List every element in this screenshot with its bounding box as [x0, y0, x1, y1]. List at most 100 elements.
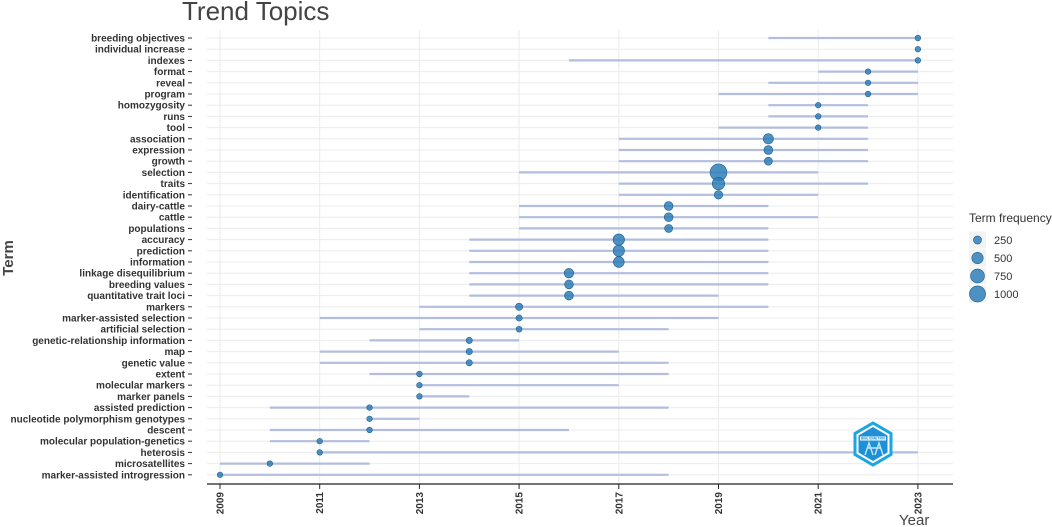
term-point-21 [563, 268, 575, 279]
term-label-37: heterosis [141, 448, 186, 459]
term-label-10: expression [132, 146, 185, 157]
term-point-26 [515, 325, 523, 333]
term-label-29: genetic value [122, 358, 186, 369]
x-tick-label-2: 2013 [415, 492, 426, 515]
term-point-2 [914, 57, 922, 64]
term-label-28: map [164, 347, 185, 358]
term-point-6 [815, 102, 822, 109]
term-point-36 [316, 438, 323, 445]
term-label-27: genetic-relationship information [32, 336, 185, 347]
term-label-31: molecular markers [96, 381, 185, 392]
term-label-9: association [130, 134, 185, 145]
term-point-38 [266, 460, 273, 467]
term-point-11 [764, 156, 773, 166]
term-label-2: indexes [148, 56, 186, 67]
term-label-33: assisted prediction [94, 403, 185, 414]
term-point-33 [366, 404, 373, 411]
legend-label-0: 250 [994, 235, 1012, 247]
term-label-6: homozygosity [118, 101, 186, 112]
legend-title: Term frequency [969, 211, 1052, 225]
term-label-24: markers [146, 302, 185, 313]
term-label-20: information [130, 258, 185, 269]
term-label-12: selection [142, 168, 185, 179]
term-point-5 [864, 90, 872, 98]
term-label-34: nucleotide polymorphism genotypes [11, 414, 186, 425]
term-label-22: breeding values [109, 280, 186, 291]
term-label-21: linkage disequilibrium [79, 269, 185, 280]
legend-label-2: 750 [994, 271, 1012, 283]
term-label-0: breeding objectives [91, 34, 185, 45]
term-point-35 [366, 426, 373, 434]
bibliometrix-logo-icon: BIBLIOMETRIX [853, 421, 893, 467]
term-label-23: quantitative trait loci [87, 291, 185, 302]
legend-key-3 [969, 285, 986, 303]
term-point-22 [564, 279, 574, 290]
term-label-14: identification [123, 190, 185, 201]
term-point-13 [711, 177, 726, 191]
term-point-9 [762, 133, 774, 145]
term-point-25 [515, 314, 523, 322]
term-point-4 [864, 79, 872, 86]
term-point-37 [316, 449, 323, 456]
term-label-26: artificial selection [101, 325, 185, 336]
term-point-15 [663, 201, 674, 211]
range-layer [220, 36, 918, 476]
term-point-3 [864, 68, 872, 75]
term-point-28 [465, 348, 473, 356]
term-label-3: format [154, 67, 186, 78]
term-point-39 [216, 471, 224, 478]
term-label-8: tool [167, 123, 186, 134]
x-tick-label-6: 2021 [814, 492, 825, 515]
term-label-32: marker panels [117, 392, 185, 403]
term-label-35: descent [147, 426, 185, 437]
term-label-30: extent [156, 370, 186, 381]
term-point-14 [713, 190, 724, 200]
term-label-36: molecular population-genetics [40, 437, 185, 448]
term-point-1 [914, 46, 922, 53]
term-point-32 [416, 393, 423, 400]
term-label-38: microsatellites [115, 459, 185, 470]
grid-layer [207, 30, 953, 484]
legend-label-3: 1000 [994, 289, 1018, 301]
term-label-25: marker-assisted selection [62, 314, 185, 325]
term-label-13: traits [161, 179, 186, 190]
term-point-31 [416, 382, 423, 389]
term-label-18: accuracy [142, 235, 186, 246]
term-label-16: cattle [159, 213, 186, 224]
legend: Term frequency 250 500 750 1000 [969, 211, 1052, 303]
point-layer [216, 34, 922, 478]
term-point-27 [465, 336, 473, 344]
term-point-10 [763, 145, 774, 155]
term-label-39: marker-assisted introgression [42, 470, 185, 481]
y-axis-title: Term [0, 240, 17, 276]
term-point-23 [564, 290, 574, 301]
term-point-34 [366, 415, 373, 422]
chart-title: Trend Topics [182, 0, 330, 26]
term-point-8 [815, 124, 822, 131]
term-point-18 [612, 233, 625, 246]
term-label-4: reveal [156, 78, 185, 89]
legend-key-1 [971, 251, 984, 265]
x-tick-label-7: 2023 [913, 492, 924, 515]
legend-label-1: 500 [994, 253, 1012, 265]
term-label-19: prediction [137, 246, 185, 257]
term-point-17 [664, 224, 673, 233]
term-label-5: program [144, 90, 185, 101]
term-label-17: populations [128, 224, 185, 235]
term-point-30 [416, 370, 423, 378]
term-point-20 [613, 256, 625, 268]
term-label-1: individual increase [95, 45, 185, 56]
term-point-0 [914, 34, 922, 42]
term-point-16 [663, 212, 674, 222]
x-tick-label-1: 2011 [315, 492, 326, 514]
x-tick-label-4: 2017 [614, 492, 625, 515]
term-point-7 [815, 113, 822, 120]
legend-key-0 [973, 235, 982, 245]
x-tick-label-0: 2009 [216, 492, 227, 515]
term-point-29 [465, 359, 473, 367]
term-label-11: growth [152, 157, 185, 168]
logo-text: BIBLIOMETRIX [861, 437, 886, 441]
x-tick-label-5: 2019 [714, 492, 725, 515]
